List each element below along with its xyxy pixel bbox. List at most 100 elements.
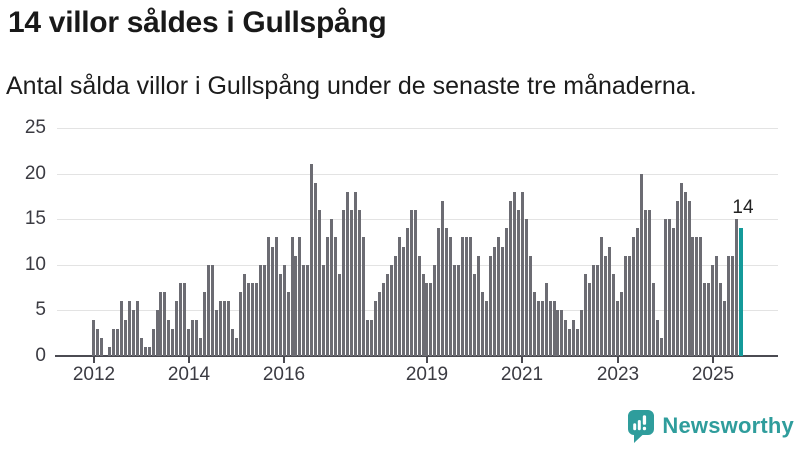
bar bbox=[227, 301, 230, 356]
bar bbox=[505, 228, 508, 356]
bar bbox=[136, 301, 139, 356]
bar bbox=[330, 219, 333, 356]
bar bbox=[358, 210, 361, 356]
bar bbox=[429, 283, 432, 356]
bar bbox=[326, 237, 329, 356]
bar bbox=[616, 301, 619, 356]
bar bbox=[148, 347, 151, 356]
bar bbox=[632, 237, 635, 356]
bar bbox=[572, 320, 575, 356]
bar bbox=[247, 283, 250, 356]
gridline-y10 bbox=[57, 265, 778, 266]
gridline-y5 bbox=[57, 310, 778, 311]
bar bbox=[338, 274, 341, 356]
bar bbox=[441, 201, 444, 356]
bar bbox=[445, 228, 448, 356]
bar bbox=[128, 301, 131, 356]
bar bbox=[120, 301, 123, 356]
bar bbox=[425, 283, 428, 356]
x-axis-label-2016: 2016 bbox=[262, 364, 306, 385]
x-axis-label-2012: 2012 bbox=[72, 364, 116, 385]
bar bbox=[652, 283, 655, 356]
x-axis-label-2021: 2021 bbox=[500, 364, 544, 385]
bar bbox=[656, 320, 659, 356]
bar bbox=[370, 320, 373, 356]
bar bbox=[334, 237, 337, 356]
bar bbox=[684, 192, 687, 356]
bar bbox=[497, 237, 500, 356]
bar bbox=[362, 237, 365, 356]
bar bbox=[612, 274, 615, 356]
y-axis-label-10: 10 bbox=[24, 254, 46, 275]
bar bbox=[406, 228, 409, 356]
bar bbox=[449, 237, 452, 356]
x-axis-label-2019: 2019 bbox=[405, 364, 449, 385]
x-axis-tick-2016 bbox=[283, 357, 285, 363]
bar bbox=[354, 192, 357, 356]
y-axis-label-25: 25 bbox=[24, 117, 46, 138]
bar bbox=[719, 283, 722, 356]
bar bbox=[691, 237, 694, 356]
bar bbox=[298, 237, 301, 356]
bar bbox=[644, 210, 647, 356]
x-axis-label-2023: 2023 bbox=[596, 364, 640, 385]
bar bbox=[275, 237, 278, 356]
bar bbox=[688, 201, 691, 356]
bar bbox=[493, 247, 496, 356]
bar bbox=[402, 247, 405, 356]
bar bbox=[699, 237, 702, 356]
bar bbox=[584, 274, 587, 356]
bar bbox=[108, 347, 111, 356]
bar bbox=[191, 320, 194, 356]
bar bbox=[259, 265, 262, 356]
gridline-y25 bbox=[57, 128, 778, 129]
newsworthy-icon bbox=[628, 409, 655, 443]
bar bbox=[640, 174, 643, 356]
bar bbox=[636, 228, 639, 356]
bar bbox=[235, 338, 238, 356]
bar bbox=[533, 292, 536, 356]
bar bbox=[628, 256, 631, 356]
bar bbox=[604, 256, 607, 356]
bar bbox=[211, 265, 214, 356]
bar bbox=[473, 274, 476, 356]
bar bbox=[310, 164, 313, 356]
bar bbox=[314, 183, 317, 356]
x-axis-tick-2023 bbox=[617, 357, 619, 363]
gridline-y15 bbox=[57, 219, 778, 220]
bar bbox=[549, 301, 552, 356]
bar bbox=[366, 320, 369, 356]
bar bbox=[287, 292, 290, 356]
newsworthy-logo[interactable]: Newsworthy bbox=[628, 409, 794, 443]
highlighted-bar-current bbox=[739, 228, 743, 356]
bar bbox=[199, 338, 202, 356]
bar bbox=[648, 210, 651, 356]
bar bbox=[378, 292, 381, 356]
bar bbox=[620, 292, 623, 356]
bar bbox=[556, 310, 559, 356]
y-axis-label-5: 5 bbox=[35, 299, 46, 320]
bar bbox=[116, 329, 119, 356]
bar bbox=[203, 292, 206, 356]
bar bbox=[676, 201, 679, 356]
bar bbox=[668, 219, 671, 356]
x-axis-line bbox=[55, 355, 778, 357]
bar bbox=[596, 265, 599, 356]
bar bbox=[175, 301, 178, 356]
bar bbox=[672, 228, 675, 356]
bar bbox=[414, 210, 417, 356]
bar bbox=[187, 329, 190, 356]
bar bbox=[465, 237, 468, 356]
bar bbox=[279, 274, 282, 356]
bar bbox=[576, 329, 579, 356]
bar bbox=[374, 301, 377, 356]
bar bbox=[239, 292, 242, 356]
bar bbox=[707, 283, 710, 356]
bar bbox=[608, 247, 611, 356]
bar bbox=[695, 237, 698, 356]
bar bbox=[660, 338, 663, 356]
y-axis-label-0: 0 bbox=[35, 345, 46, 366]
bar bbox=[723, 301, 726, 356]
bar bbox=[453, 265, 456, 356]
bar bbox=[731, 256, 734, 356]
